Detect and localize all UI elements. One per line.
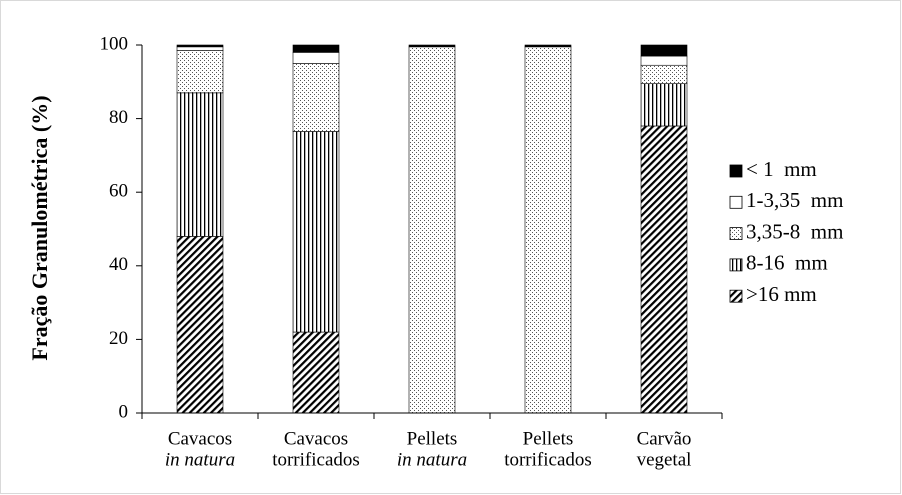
legend-label: >16 mm [746,282,817,306]
x-tick-label: torrificados [504,449,592,470]
legend-swatch [729,227,743,241]
x-tick-label: Pellets [407,428,458,449]
y-tick-label: 100 [100,33,129,54]
x-tick-label: in natura [397,449,467,470]
y-axis-title: Fração Granulométrica (%) [27,95,52,360]
bar-segment [176,236,224,414]
legend-swatch [729,195,743,209]
x-tick-label: torrificados [272,449,360,470]
bar-segment [292,331,340,414]
bar-segment [524,44,572,48]
bar-segment [176,46,224,51]
x-tick-label: Pellets [523,428,574,449]
bar-segment [640,83,688,127]
y-tick-label: 40 [109,254,128,275]
bar-segment [176,92,224,237]
x-tick-label: Cavacos [168,428,232,449]
x-tick-label: Cavacos [284,428,348,449]
legend-label: 1-3,35 mm [746,188,843,212]
legend-swatch [729,289,743,303]
bar-segment [408,44,456,48]
bar-segment [176,50,224,94]
bar-segment [292,63,340,132]
bar-segment [176,44,224,48]
y-tick-label: 80 [109,107,128,128]
x-tick-label: vegetal [637,449,692,470]
bar-segment [292,44,340,53]
legend-label: < 1 mm [746,157,817,181]
x-tick-label: Carvão [637,428,692,449]
bar-segment [292,131,340,333]
legend-label: 8-16 mm [746,251,828,275]
bar-segment [640,125,688,414]
y-tick-label: 60 [109,181,128,202]
bar-segment [524,46,572,414]
legend-label: 3,35-8 mm [746,219,843,243]
bar-segment [292,52,340,64]
legend-swatch [729,164,743,178]
bar-segment [640,55,688,66]
legend-swatch [729,258,743,272]
y-tick-label: 0 [119,401,129,422]
bar-segment [640,64,688,84]
bar-segment [640,44,688,57]
y-tick-label: 20 [109,328,128,349]
bar-segment [408,46,456,414]
x-tick-label: in natura [165,449,235,470]
